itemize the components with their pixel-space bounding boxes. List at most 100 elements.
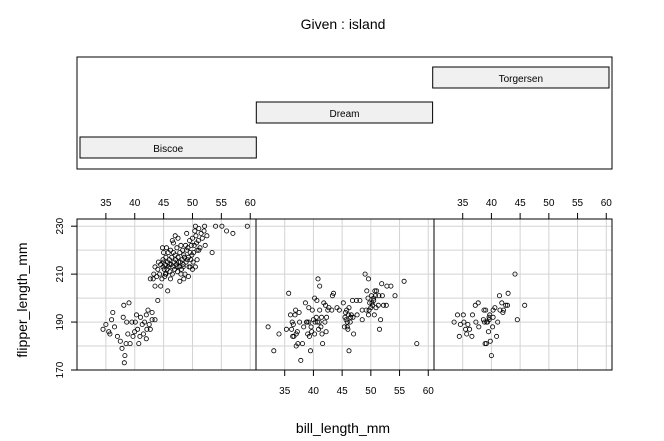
x-tick-label: 45	[337, 386, 349, 397]
data-point-biscoe	[160, 257, 166, 263]
data-point-dream	[309, 307, 315, 313]
data-point-biscoe	[120, 314, 126, 320]
data-point-torgersen	[500, 307, 506, 313]
data-point-dream	[346, 348, 352, 354]
data-point-dream	[312, 331, 318, 337]
data-point-biscoe	[175, 254, 181, 260]
data-point-dream	[265, 324, 271, 330]
data-point-biscoe	[224, 228, 230, 234]
data-point-biscoe	[175, 235, 181, 241]
data-point-torgersen	[457, 321, 463, 327]
data-point-biscoe	[110, 309, 116, 315]
data-point-torgersen	[487, 338, 493, 344]
data-point-biscoe	[142, 319, 148, 325]
data-point-biscoe	[167, 247, 173, 253]
data-point-torgersen	[504, 302, 510, 308]
data-point-biscoe	[197, 245, 203, 251]
y-tick-label: 230	[55, 217, 66, 234]
data-point-biscoe	[159, 245, 165, 251]
data-point-dream	[372, 288, 378, 294]
data-point-biscoe	[181, 252, 187, 258]
data-point-dream	[323, 329, 329, 335]
data-point-dream	[307, 348, 313, 354]
data-point-biscoe	[117, 338, 123, 344]
data-point-biscoe	[107, 331, 113, 337]
data-point-biscoe	[155, 297, 161, 303]
data-point-biscoe	[143, 336, 149, 342]
data-point-biscoe	[149, 317, 155, 323]
data-point-dream	[283, 326, 289, 332]
data-point-torgersen	[500, 309, 506, 315]
x-tick-label: 55	[572, 198, 584, 209]
data-point-torgersen	[492, 305, 498, 311]
data-point-torgersen	[475, 300, 481, 306]
axes: 35 40 45 50 55 60 35 40 45 50 55 60 35 40 45 50 55 60 170 1…	[55, 198, 612, 397]
data-point-biscoe	[149, 309, 155, 315]
data-point-torgersen	[469, 312, 475, 318]
x-tick-label: 45	[515, 198, 527, 209]
data-point-torgersen	[495, 319, 501, 325]
data-point-torgersen	[465, 321, 471, 327]
x-tick-label: 40	[308, 386, 320, 397]
data-point-dream	[342, 314, 348, 320]
data-point-dream	[354, 312, 360, 318]
data-point-dream	[365, 276, 371, 282]
data-point-biscoe	[121, 302, 127, 308]
data-point-biscoe	[114, 333, 120, 339]
data-point-biscoe	[169, 238, 175, 244]
data-point-dream	[296, 309, 302, 315]
data-point-dream	[367, 300, 373, 306]
data-point-dream	[343, 317, 349, 323]
data-point-biscoe	[170, 240, 176, 246]
data-point-biscoe	[163, 271, 169, 277]
data-point-torgersen	[463, 326, 469, 332]
data-point-torgersen	[451, 319, 457, 325]
data-point-dream	[306, 333, 312, 339]
data-point-dream	[290, 333, 296, 339]
data-point-dream	[376, 293, 382, 299]
data-point-dream	[297, 319, 303, 325]
data-point-torgersen	[476, 324, 482, 330]
data-point-biscoe	[185, 273, 191, 279]
data-point-torgersen	[505, 290, 511, 296]
data-point-dream	[306, 319, 312, 325]
data-point-biscoe	[199, 235, 205, 241]
data-point-biscoe	[174, 264, 180, 270]
data-point-torgersen	[467, 326, 473, 332]
data-point-biscoe	[137, 333, 143, 339]
data-point-dream	[329, 293, 335, 299]
data-point-dream	[340, 300, 346, 306]
data-point-torgersen	[522, 302, 528, 308]
data-point-biscoe	[161, 250, 167, 256]
data-point-dream	[378, 317, 384, 323]
data-point-biscoe	[146, 321, 152, 327]
data-point-dream	[276, 331, 282, 337]
data-point-biscoe	[103, 321, 109, 327]
data-point-biscoe	[177, 250, 183, 256]
data-point-torgersen	[497, 307, 503, 313]
data-point-biscoe	[204, 233, 210, 239]
data-point-dream	[374, 288, 380, 294]
data-point-dream	[320, 341, 326, 347]
data-point-dream	[312, 295, 318, 301]
data-point-biscoe	[198, 230, 204, 236]
data-point-biscoe	[209, 250, 215, 256]
data-point-torgersen	[461, 319, 467, 325]
data-point-biscoe	[152, 264, 158, 270]
data-point-dream	[344, 319, 350, 325]
data-point-biscoe	[130, 333, 136, 339]
data-point-biscoe	[184, 230, 190, 236]
data-point-dream	[329, 307, 335, 313]
panel-frames	[76, 218, 613, 371]
grid-lines	[77, 219, 612, 371]
data-point-dream	[336, 307, 342, 313]
data-point-torgersen	[472, 302, 478, 308]
data-point-dream	[330, 290, 336, 296]
data-point-torgersen	[481, 307, 487, 313]
x-tick-label: 55	[394, 386, 406, 397]
data-point-biscoe	[172, 233, 178, 239]
data-point-biscoe	[155, 266, 161, 272]
data-point-dream	[376, 326, 382, 332]
data-point-dream	[292, 312, 298, 318]
data-point-dream	[353, 297, 359, 303]
